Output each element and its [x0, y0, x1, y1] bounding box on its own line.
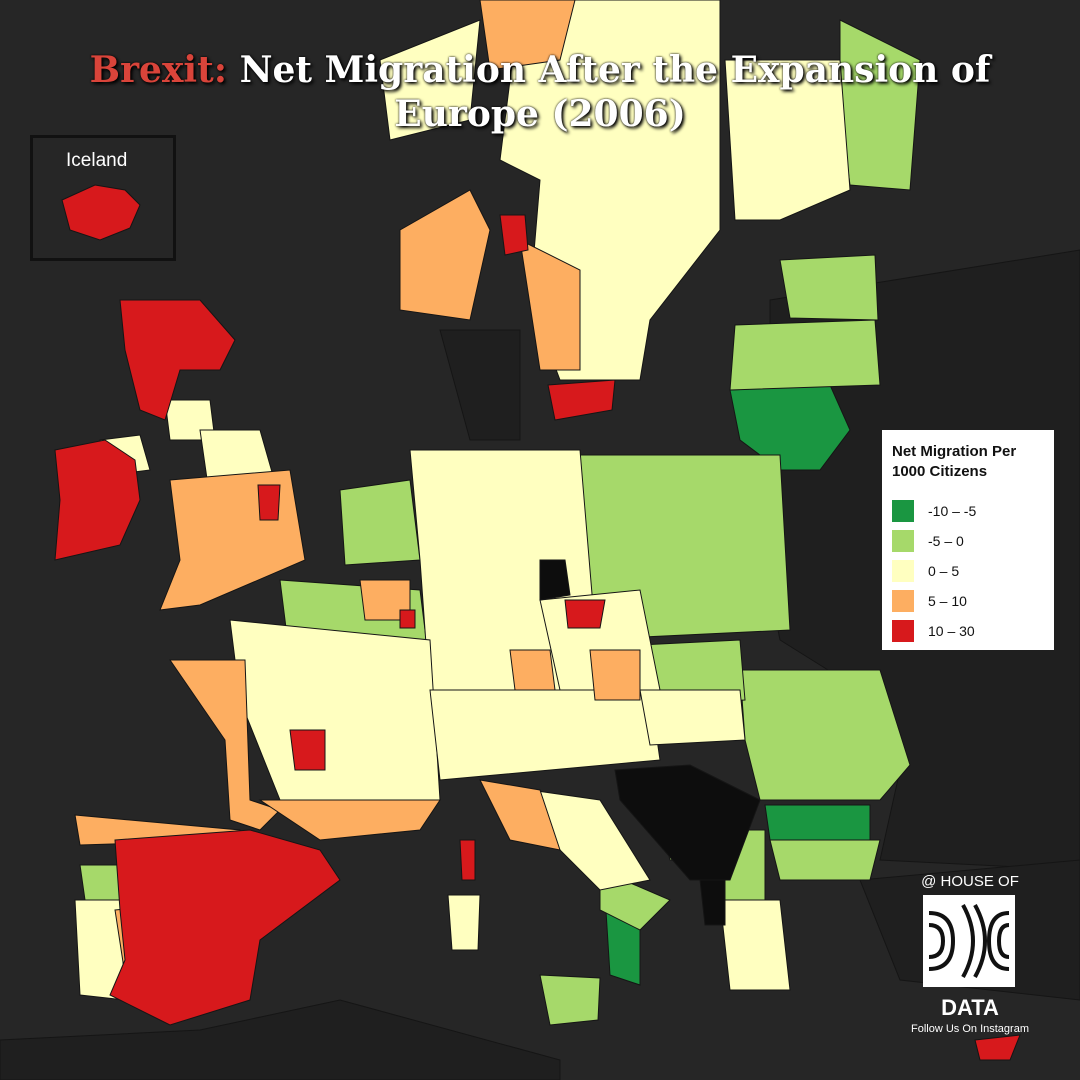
north-africa-land: [0, 999, 561, 1080]
legend-label-5: 10 – 30: [928, 623, 975, 639]
region-latvia: [729, 319, 881, 391]
region-norway-north: [379, 19, 481, 141]
region-sweden-south: [519, 239, 581, 371]
map-title: Brexit: Net Migration After the Expansio…: [0, 48, 1080, 136]
legend-label-1: -10 – -5: [928, 503, 977, 519]
legend-item: 5 – 10: [892, 586, 1044, 616]
iceland-inset-label: Iceland: [66, 150, 128, 171]
denmark-land: [439, 329, 521, 441]
region-berlin-black: [539, 559, 571, 601]
region-albania: [699, 879, 726, 926]
region-greece: [719, 899, 791, 991]
legend-item: 10 – 30: [892, 616, 1044, 646]
region-london: [257, 484, 281, 521]
region-bulgaria-north: [764, 804, 871, 841]
region-bulgaria-south: [769, 839, 881, 881]
legend-label-3: 0 – 5: [928, 563, 960, 579]
region-romania: [739, 669, 911, 801]
legend-class-5: [54, 184, 1021, 1061]
brand-top-text: @ HOUSE OF: [921, 873, 1019, 890]
region-ireland: [54, 439, 141, 561]
legend-label-4: 5 – 10: [928, 593, 967, 609]
brand-bottom-text: DATA: [941, 995, 999, 1020]
region-iceland: [61, 184, 141, 241]
region-western-balkans: [614, 764, 761, 881]
region-france-west: [169, 659, 281, 831]
region-sardinia: [447, 894, 481, 951]
legend-title-line1: Net Migration Per: [892, 443, 1017, 460]
legend: Net Migration Per 1000 Citizens -10 – -5…: [882, 430, 1054, 650]
legend-swatch-1: [892, 500, 914, 522]
region-italy-centre: [479, 779, 561, 851]
title-prefix: Brexit:: [89, 49, 228, 91]
region-norway-south: [399, 189, 491, 321]
legend-label-2: -5 – 0: [928, 533, 964, 549]
region-sicily: [539, 974, 601, 1026]
legend-item: -5 – 0: [892, 526, 1044, 556]
region-luxembourg: [399, 609, 416, 629]
region-limousin: [289, 729, 326, 771]
region-corsica: [459, 839, 476, 881]
legend-swatch-5: [892, 620, 914, 642]
region-skane: [547, 379, 616, 421]
legend-swatch-3: [892, 560, 914, 582]
no-data-regions: [539, 559, 761, 926]
region-oslo: [499, 214, 529, 256]
region-west-germany: [339, 479, 421, 566]
region-estonia: [779, 254, 879, 321]
legend-title: Net Migration Per 1000 Citizens: [892, 442, 1044, 482]
region-finland-west: [724, 59, 851, 221]
iceland-inset-frame: [30, 135, 176, 261]
house-of-data-logo-icon: [923, 895, 1015, 987]
region-cyprus: [974, 1034, 1021, 1061]
region-bavaria-south: [509, 649, 556, 691]
region-prague: [564, 599, 606, 629]
region-spain: [109, 829, 341, 1026]
region-slovakia: [639, 689, 746, 746]
title-line2: Europe (2006): [394, 93, 686, 135]
region-norway-coast: [479, 0, 576, 71]
brand-instagram-text: Follow Us On Instagram: [911, 1023, 1029, 1035]
region-france-south: [258, 799, 441, 841]
region-scotland: [119, 299, 236, 421]
legend-item: -10 – -5: [892, 496, 1044, 526]
legend-title-line2: 1000 Citizens: [892, 463, 988, 480]
region-austria-east: [589, 649, 641, 701]
legend-swatch-4: [892, 590, 914, 612]
title-line1: Net Migration After the Expansion of: [239, 49, 991, 91]
legend-item: 0 – 5: [892, 556, 1044, 586]
legend-swatch-2: [892, 530, 914, 552]
